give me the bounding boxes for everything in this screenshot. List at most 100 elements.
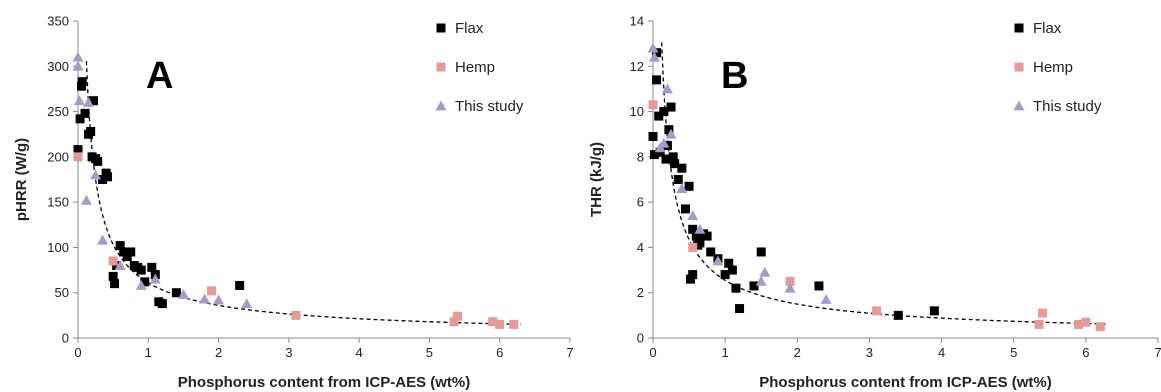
x-tick-label-a: 6 — [496, 345, 503, 360]
point-this-study-b — [647, 42, 659, 53]
point-hemp-a — [291, 310, 301, 320]
point-hemp-b — [1034, 319, 1044, 329]
y-tick-label-a: 0 — [62, 331, 69, 346]
legend-label-this-study-b: This study — [1033, 98, 1102, 115]
point-flax-b — [706, 247, 716, 257]
y-tick-label-b: 14 — [630, 14, 644, 29]
point-hemp-b — [688, 242, 698, 252]
point-this-study-b — [648, 51, 660, 62]
point-this-study-b — [687, 210, 699, 221]
point-hemp-a — [453, 311, 463, 321]
point-this-study-b — [820, 294, 832, 304]
x-tick-label-b: 1 — [722, 345, 729, 360]
point-flax-b — [893, 310, 903, 320]
x-tick-label-b: 0 — [649, 345, 656, 360]
point-this-study-b — [784, 282, 796, 293]
point-flax-b — [724, 258, 734, 268]
point-flax-a — [80, 108, 90, 118]
point-this-study-b — [661, 83, 673, 94]
point-flax-b — [648, 131, 658, 141]
point-flax-b — [673, 175, 683, 184]
point-flax-a — [171, 288, 181, 298]
point-flax-a — [119, 247, 129, 257]
point-flax-a — [110, 279, 120, 289]
y-tick-label-a: 200 — [47, 149, 69, 164]
panel-label-a: A — [146, 55, 173, 97]
x-tick-label-b: 6 — [1082, 345, 1089, 360]
point-this-study-a — [135, 279, 147, 290]
x-tick-label-a: 3 — [285, 345, 292, 360]
point-this-study-a — [80, 194, 92, 205]
y-tick-label-b: 6 — [637, 195, 644, 210]
point-this-study-a — [90, 169, 102, 180]
point-flax-a — [126, 247, 136, 257]
point-flax-a — [77, 81, 87, 91]
point-flax-b — [652, 75, 662, 85]
point-flax-b — [756, 247, 766, 257]
point-flax-b — [661, 154, 671, 164]
point-flax-b — [659, 107, 669, 117]
y-tick-label-b: 2 — [637, 285, 644, 300]
point-this-study-a — [72, 60, 84, 71]
point-flax-a — [140, 277, 150, 287]
point-hemp-a — [509, 319, 519, 329]
point-this-study-a — [73, 95, 85, 106]
point-flax-b — [649, 150, 659, 160]
point-flax-b — [695, 238, 705, 248]
point-this-study-b — [755, 275, 767, 286]
point-flax-a — [77, 77, 87, 87]
point-flax-b — [654, 111, 664, 121]
y-tick-label-b: 12 — [630, 59, 644, 74]
point-flax-b — [670, 159, 680, 169]
point-flax-b — [727, 265, 737, 275]
point-flax-b — [664, 125, 674, 135]
legend-marker-this-study-a — [435, 100, 447, 111]
x-axis-title-b: Phosphorus content from ICP-AES (wt%) — [759, 374, 1052, 391]
legend-label-hemp-b: Hemp — [1033, 59, 1073, 76]
point-flax-b — [684, 181, 694, 191]
point-hemp-a — [495, 319, 505, 329]
y-tick-label-b: 4 — [637, 240, 644, 255]
point-this-study-a — [114, 260, 126, 270]
point-flax-b — [720, 270, 730, 280]
x-tick-label-b: 5 — [1010, 345, 1017, 360]
point-flax-a — [108, 271, 118, 281]
point-hemp-a — [488, 317, 498, 327]
point-flax-b — [735, 304, 745, 314]
x-tick-label-a: 4 — [356, 345, 363, 360]
y-axis-title-b: THR (kJ/g) — [588, 142, 605, 217]
point-this-study-a — [241, 298, 253, 308]
point-flax-a — [98, 175, 108, 184]
x-tick-label-b: 2 — [794, 345, 801, 360]
legend-label-flax-a: Flax — [455, 20, 484, 37]
point-flax-a — [86, 126, 96, 136]
point-this-study-a — [97, 234, 109, 245]
y-tick-label-a: 150 — [47, 195, 69, 210]
x-tick-label-a: 1 — [145, 345, 152, 360]
y-tick-label-a: 350 — [47, 14, 69, 29]
point-hemp-b — [1081, 317, 1091, 327]
point-flax-b — [655, 147, 665, 157]
point-flax-a — [157, 299, 167, 309]
point-flax-b — [688, 224, 698, 234]
point-hemp-b — [648, 100, 658, 110]
point-flax-a — [115, 241, 125, 251]
point-this-study-b — [665, 128, 677, 139]
x-axis-title-a: Phosphorus content from ICP-AES (wt%) — [178, 374, 471, 391]
y-tick-label-b: 8 — [637, 149, 644, 164]
point-this-study-b — [712, 255, 724, 266]
point-this-study-a — [72, 51, 84, 62]
point-flax-b — [814, 281, 824, 291]
point-flax-b — [929, 306, 939, 316]
point-this-study-a — [177, 289, 189, 299]
y-tick-label-a: 50 — [55, 285, 69, 300]
point-this-study-a — [149, 273, 161, 284]
legend-marker-this-study-b — [1013, 100, 1025, 111]
point-flax-b — [686, 274, 696, 284]
point-flax-b — [652, 48, 662, 58]
point-flax-a — [235, 280, 245, 290]
point-flax-b — [680, 204, 690, 214]
legend-label-flax-b: Flax — [1033, 20, 1062, 37]
point-hemp-a — [108, 256, 118, 266]
